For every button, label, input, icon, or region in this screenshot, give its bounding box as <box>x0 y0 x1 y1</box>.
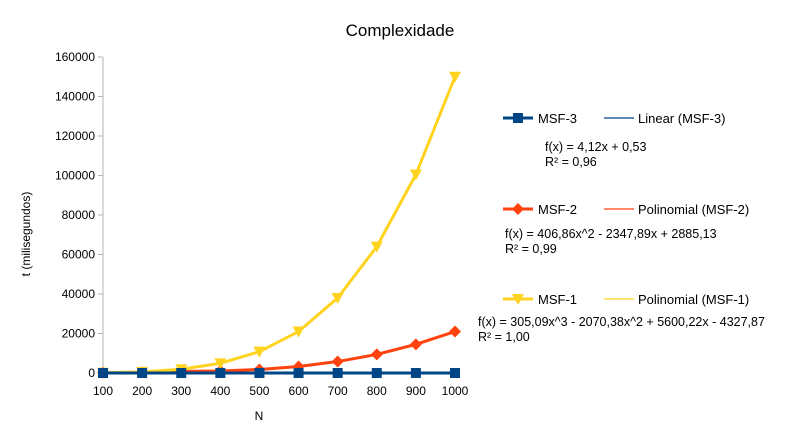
y-axis-label: t (milisegundos) <box>19 192 33 277</box>
y-tick-label: 160000 <box>55 50 95 64</box>
legend-entry-msf-1: MSF-1 <box>503 292 577 307</box>
x-tick-label: 600 <box>289 384 309 398</box>
legend-trend-label: Linear (MSF-3) <box>638 111 725 126</box>
data-point-msf-2 <box>331 355 344 368</box>
legend-label: MSF-3 <box>538 111 577 126</box>
data-point-msf-1 <box>292 326 305 338</box>
data-point-msf-3 <box>215 367 226 378</box>
data-point-msf-1 <box>370 241 383 253</box>
data-point-msf-3 <box>254 367 265 378</box>
legend-label: MSF-1 <box>538 292 577 307</box>
y-tick-label: 100000 <box>55 169 95 183</box>
series-line-msf-2 <box>102 330 456 375</box>
x-tick-label: 500 <box>249 384 269 398</box>
data-point-msf-3 <box>137 367 148 378</box>
trend-equation-msf-1: f(x) = 305,09x^3 - 2070,38x^2 + 5600,22x… <box>478 315 765 329</box>
y-tick-label: 120000 <box>55 129 95 143</box>
data-point-msf-2 <box>370 348 383 361</box>
y-tick-label: 140000 <box>55 90 95 104</box>
data-point-msf-2 <box>449 325 461 338</box>
legend-trend-label: Polinomial (MSF-1) <box>638 292 749 307</box>
legend-trend-msf-3: Linear (MSF-3) <box>604 111 725 126</box>
x-tick-label: 700 <box>328 384 348 398</box>
legend-swatch-marker <box>512 203 524 215</box>
x-axis-label: N <box>255 409 264 423</box>
trend-equation-msf-2: f(x) = 406,86x^2 - 2347,89x + 2885,13 <box>505 227 717 241</box>
x-tick-label: 1000 <box>442 384 469 398</box>
trend-r2-msf-2: R² = 0,99 <box>505 242 557 256</box>
data-point-msf-1 <box>214 358 227 370</box>
data-point-msf-3 <box>371 367 382 378</box>
data-point-msf-1 <box>331 292 344 304</box>
y-tick-label: 40000 <box>62 287 96 301</box>
x-tick-label: 800 <box>367 384 387 398</box>
data-point-msf-2 <box>409 338 422 351</box>
x-tick-label: 400 <box>210 384 230 398</box>
series-msf-3 <box>98 367 460 378</box>
trend-equation-msf-3: f(x) = 4,12x + 0,53 <box>545 140 646 154</box>
legend-swatch-marker <box>513 113 523 123</box>
data-point-msf-1 <box>409 169 422 181</box>
x-tick-label: 100 <box>93 384 113 398</box>
axes: 0 20000 40000 60000 80000 100000 120000 140000 1… <box>55 50 469 398</box>
legend-trend-label: Polinomial (MSF-2) <box>638 202 749 217</box>
data-point-msf-3 <box>450 367 460 378</box>
plot-area <box>97 71 461 379</box>
legend-label: MSF-2 <box>538 202 577 217</box>
y-tick-label: 60000 <box>62 248 96 262</box>
chart-title: Complexidade <box>346 21 455 40</box>
legend-trend-msf-2: Polinomial (MSF-2) <box>604 202 749 217</box>
data-point-msf-1 <box>449 71 461 83</box>
data-point-msf-3 <box>332 367 343 378</box>
series-line-msf-1 <box>102 76 457 375</box>
trend-r2-msf-3: R² = 0,96 <box>545 155 597 169</box>
data-point-msf-3 <box>293 367 304 378</box>
data-point-msf-3 <box>410 367 421 378</box>
legend-trend-msf-1: Polinomial (MSF-1) <box>604 292 749 307</box>
y-tick-label: 20000 <box>62 327 96 341</box>
series-msf-1 <box>97 71 461 379</box>
data-point-msf-3 <box>98 367 108 378</box>
data-point-msf-1 <box>253 346 266 358</box>
y-tick-label: 80000 <box>62 208 96 222</box>
legend-entry-msf-3: MSF-3 <box>503 111 577 126</box>
legend-entry-msf-2: MSF-2 <box>503 202 577 217</box>
data-point-msf-3 <box>176 367 187 378</box>
legend-swatch-marker <box>512 294 524 305</box>
x-tick-label: 200 <box>132 384 152 398</box>
legend: MSF-3 Linear (MSF-3) MSF-2 Polinomial (MSF-… <box>478 111 765 344</box>
x-tick-label: 300 <box>171 384 191 398</box>
trend-r2-msf-1: R² = 1,00 <box>478 330 530 344</box>
x-tick-label: 900 <box>406 384 426 398</box>
y-tick-label: 0 <box>88 366 95 380</box>
